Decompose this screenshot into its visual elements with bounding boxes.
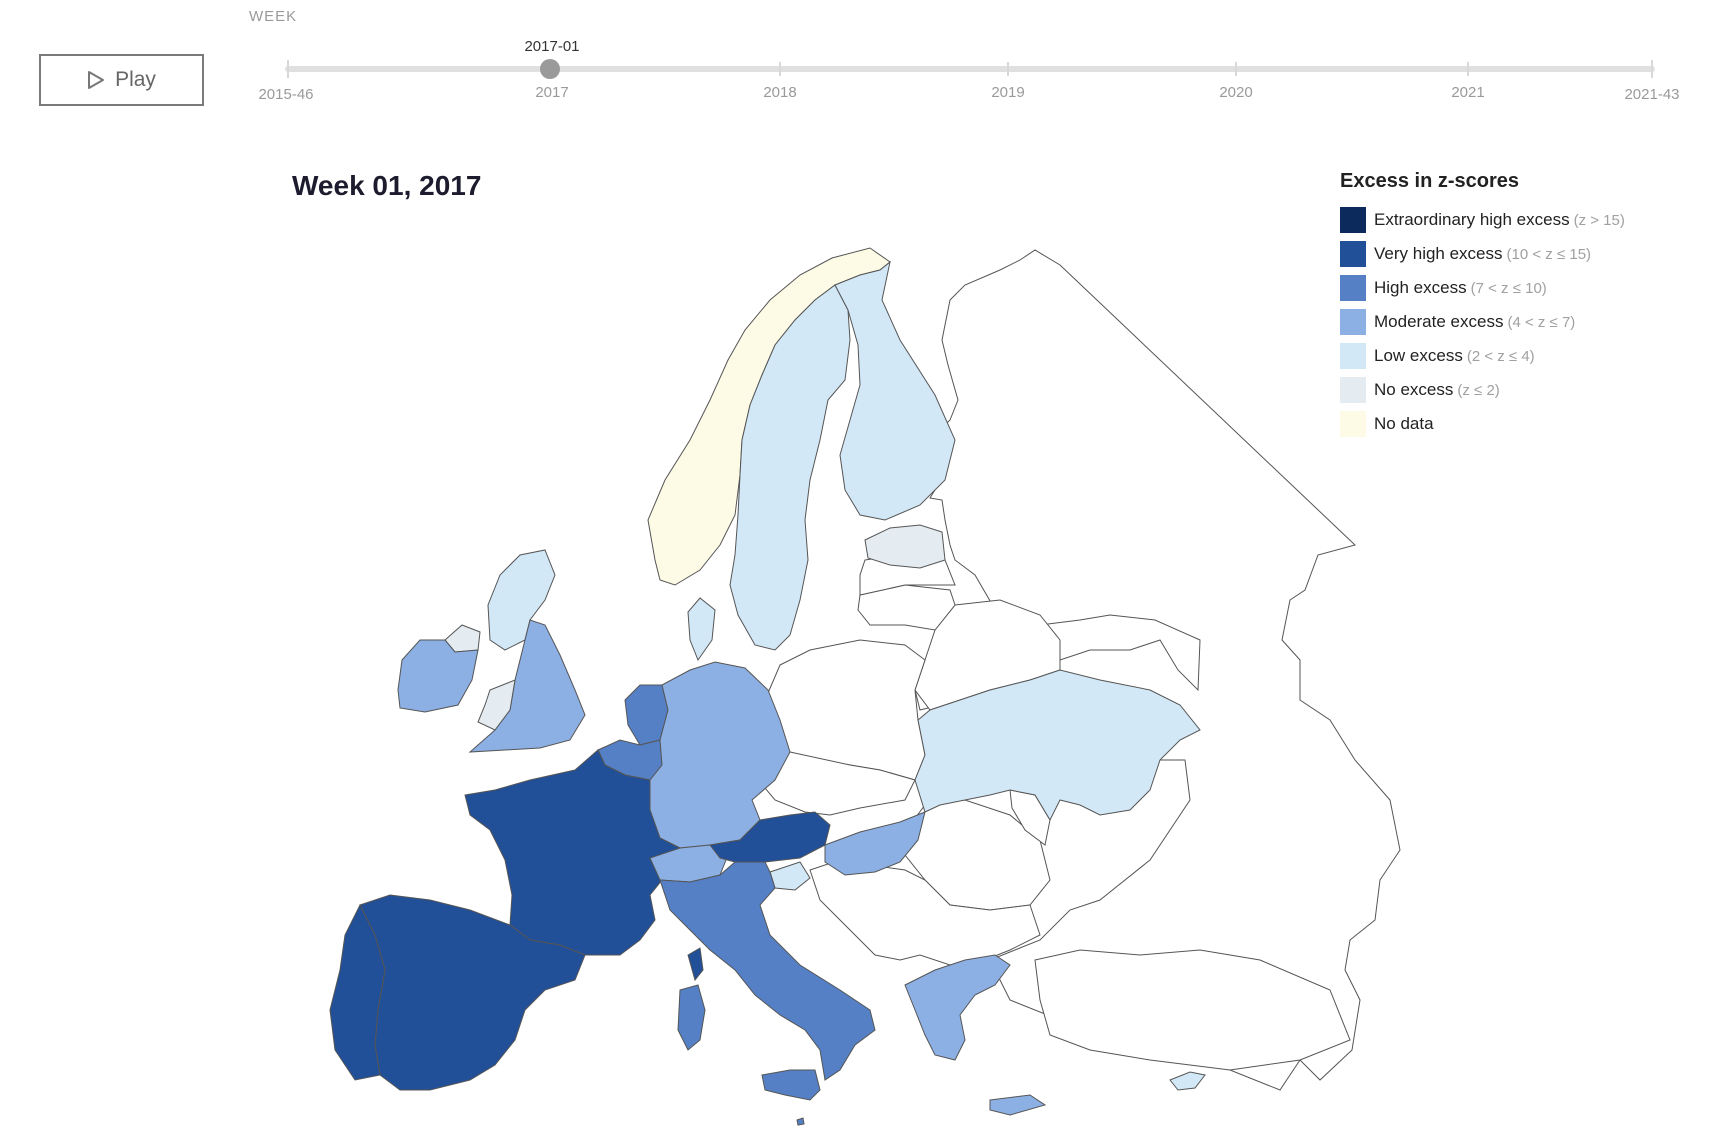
- slider-year-label: 2019: [991, 84, 1025, 101]
- week-header: WEEK: [249, 8, 298, 25]
- slider-handle[interactable]: [540, 59, 560, 79]
- malta-region: [796, 1117, 805, 1126]
- corsica-region: [687, 947, 704, 982]
- denmark-region: [687, 597, 716, 662]
- legend-label: Low excess: [1374, 346, 1463, 365]
- sweden-region: [729, 284, 851, 651]
- legend-swatch: [1340, 275, 1366, 301]
- legend-swatch: [1340, 207, 1366, 233]
- legend-item: No excess (z ≤ 2): [1340, 373, 1625, 407]
- scotland-region: [487, 549, 556, 651]
- slider-year-label: 2018: [763, 84, 797, 101]
- play-button-label: Play: [115, 68, 156, 91]
- legend-label: Moderate excess: [1374, 312, 1504, 331]
- legend-item: High excess (7 < z ≤ 10): [1340, 271, 1625, 305]
- austria-region: [709, 811, 831, 863]
- slovenia-region: [769, 861, 811, 891]
- europe-map: [329, 247, 1401, 1126]
- estonia-region: [864, 524, 946, 569]
- slider-current-value: 2017-01: [524, 38, 580, 55]
- legend-range: (4 < z ≤ 7): [1507, 313, 1576, 331]
- map-outline-czechia-slovakia: [754, 751, 916, 816]
- play-icon: [88, 71, 105, 89]
- slider-end-label: 2021-43: [1624, 86, 1680, 103]
- portugal-region: [329, 903, 386, 1081]
- legend-range: (z > 15): [1573, 211, 1625, 229]
- hungary-region: [824, 811, 926, 876]
- greece-region: [904, 954, 1047, 1116]
- sicily-region: [761, 1069, 821, 1101]
- legend-range: (10 < z ≤ 15): [1506, 245, 1592, 263]
- england-region: [468, 619, 586, 753]
- wales-region: [477, 679, 516, 731]
- ireland-region: [397, 639, 479, 713]
- legend-swatch: [1340, 411, 1366, 437]
- legend-title: Excess in z-scores: [1340, 170, 1519, 192]
- legend: Excess in z-scores Extraordinary high ex…: [1340, 170, 1625, 441]
- legend-swatch: [1340, 343, 1366, 369]
- legend-label: High excess: [1374, 278, 1467, 297]
- map-title: Week 01, 2017: [292, 170, 482, 201]
- slider-year-label: 2021: [1451, 84, 1485, 101]
- slider-start-label: 2015-46: [258, 86, 314, 103]
- cyprus-region: [1169, 1071, 1206, 1091]
- play-button[interactable]: Play: [39, 54, 204, 106]
- legend-item: Extraordinary high excess (z > 15): [1340, 203, 1625, 237]
- slider-year-label: 2017: [535, 84, 569, 101]
- legend-label: No excess: [1374, 380, 1454, 399]
- map-outline-balkans: [809, 859, 1041, 966]
- map-outline-lithuania: [857, 584, 956, 631]
- legend-item: Low excess (2 < z ≤ 4): [1340, 339, 1625, 373]
- legend-range: (z ≤ 2): [1457, 381, 1500, 399]
- legend-item: Very high excess (10 < z ≤ 15): [1340, 237, 1625, 271]
- legend-swatch: [1340, 377, 1366, 403]
- map-outline-turkey: [1034, 949, 1351, 1071]
- ukraine-region: [914, 669, 1201, 822]
- week-slider[interactable]: [0, 0, 1716, 120]
- legend-label: No data: [1374, 414, 1434, 433]
- slider-year-label: 2020: [1219, 84, 1253, 101]
- legend-swatch: [1340, 309, 1366, 335]
- legend-label: Extraordinary high excess: [1374, 210, 1570, 229]
- italy-region: [659, 861, 876, 1081]
- legend-range: (7 < z ≤ 10): [1470, 279, 1547, 297]
- finland-region: [834, 260, 956, 521]
- legend-item: No data: [1340, 407, 1625, 441]
- france-region: [464, 749, 681, 956]
- legend-item: Moderate excess (4 < z ≤ 7): [1340, 305, 1625, 339]
- legend-label: Very high excess: [1374, 244, 1503, 263]
- legend-swatch: [1340, 241, 1366, 267]
- legend-range: (2 < z ≤ 4): [1466, 347, 1535, 365]
- sardinia-region: [677, 984, 706, 1051]
